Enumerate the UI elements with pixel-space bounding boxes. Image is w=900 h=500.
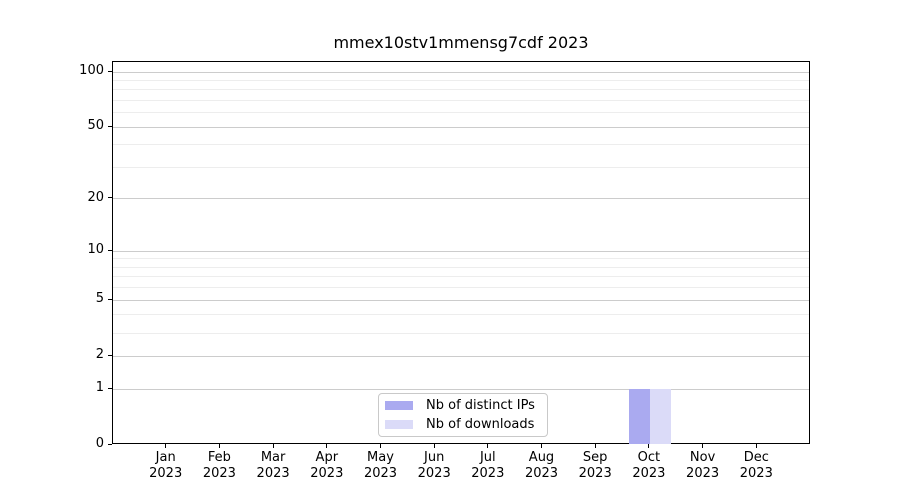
x-tick-label-line: May <box>367 450 394 465</box>
x-tick-label: Jan 2023 <box>134 450 198 482</box>
x-tick-mark <box>326 444 328 448</box>
y-tick-label: 50 <box>87 118 104 134</box>
x-tick-label-line: Jul <box>479 450 496 465</box>
x-tick-mark <box>433 444 435 448</box>
x-tick-label: Apr 2023 <box>295 450 359 482</box>
x-tick-mark <box>272 444 274 448</box>
x-tick-label-line: 2023 <box>686 466 720 481</box>
gridline-minor <box>113 112 809 114</box>
bar-oct-2023-s1 <box>649 389 671 444</box>
y-tick-mark <box>108 197 112 199</box>
x-tick-label-line: 2023 <box>363 466 398 481</box>
gridline-minor <box>113 314 809 316</box>
x-tick-label-line: Mar <box>260 450 286 465</box>
y-tick-mark <box>108 387 112 389</box>
x-tick-label-line: Jan <box>155 450 176 465</box>
x-tick-label: Feb 2023 <box>187 450 251 482</box>
gridline-major <box>113 71 809 73</box>
x-tick-mark <box>218 444 220 448</box>
gridline-minor <box>113 258 809 260</box>
gridline-minor <box>113 287 809 289</box>
gridline-major <box>113 198 809 200</box>
gridline-minor <box>113 167 809 168</box>
gridline-major <box>113 388 809 390</box>
y-tick-label: 0 <box>95 436 104 451</box>
x-tick-label-line: Dec <box>743 450 769 465</box>
gridline-minor <box>113 332 809 334</box>
x-tick-label-line: Apr <box>315 450 339 465</box>
x-tick-label-line: 2023 <box>524 466 559 481</box>
y-tick-mark <box>108 249 112 251</box>
y-tick-label: 10 <box>87 242 104 258</box>
x-tick-label-line: Jun <box>424 450 445 465</box>
x-tick-label: Sep 2023 <box>563 450 627 482</box>
x-tick-mark <box>541 444 542 448</box>
x-tick-mark <box>165 444 167 448</box>
legend-swatch-distinct-ips-icon <box>385 401 413 410</box>
x-tick-label-line: Oct <box>637 450 661 465</box>
y-tick-mark <box>108 70 112 72</box>
y-tick-label: 20 <box>87 189 104 205</box>
bar-oct-2023-s0 <box>628 389 650 444</box>
x-tick-label: Oct 2023 <box>617 450 681 482</box>
x-tick-label-line: 2023 <box>632 466 666 481</box>
y-tick-label: 1 <box>95 380 104 395</box>
x-tick-label-line: Nov <box>689 450 716 465</box>
x-tick-label: Nov 2023 <box>671 450 735 482</box>
x-tick-label-line: Sep <box>582 450 608 465</box>
x-tick-label: Aug 2023 <box>510 450 574 482</box>
legend-entry-distinct-ips: Nb of distinct IPs <box>385 398 539 413</box>
gridline-major <box>113 355 809 357</box>
gridline-minor <box>113 79 809 81</box>
y-tick-label: 2 <box>95 347 104 363</box>
gridline-minor <box>113 266 809 268</box>
y-tick-label: 100 <box>79 63 104 78</box>
x-tick-label-line: 2023 <box>739 466 773 481</box>
x-tick-label-line: Feb <box>207 450 231 465</box>
x-tick-label-line: 2023 <box>256 466 290 481</box>
gridline-major <box>113 299 809 301</box>
gridline-minor <box>113 89 809 91</box>
x-tick-mark <box>380 444 381 448</box>
plot-area: Nb of distinct IPs Nb of downloads <box>112 61 810 444</box>
x-tick-label: Dec 2023 <box>724 450 788 482</box>
x-tick-label-line: 2023 <box>202 466 236 481</box>
x-tick-label-line: 2023 <box>578 466 612 481</box>
x-tick-label-line: 2023 <box>310 466 344 481</box>
y-tick-mark <box>108 298 112 300</box>
x-tick-label-line: Aug <box>528 450 555 465</box>
x-tick-label-line: 2023 <box>417 466 451 481</box>
legend-entry-downloads: Nb of downloads <box>385 417 539 432</box>
gridline-minor <box>113 144 809 146</box>
y-tick-mark <box>108 125 112 127</box>
x-tick-label: Jun 2023 <box>402 450 466 482</box>
gridline-major <box>113 126 809 128</box>
x-tick-mark <box>487 444 489 448</box>
x-tick-mark <box>594 444 596 448</box>
chart-title: mmex10stv1mmensg7cdf 2023 <box>333 33 589 52</box>
gridline-minor <box>113 276 809 278</box>
y-tick-mark <box>108 443 112 445</box>
legend-label-distinct-ips: Nb of distinct IPs <box>426 398 535 413</box>
gridline-major <box>113 250 809 252</box>
x-tick-mark <box>702 444 704 448</box>
gridline-minor <box>113 100 809 101</box>
y-tick-mark <box>108 354 112 356</box>
legend: Nb of distinct IPs Nb of downloads <box>378 393 548 437</box>
x-tick-label: Jul 2023 <box>456 450 520 482</box>
y-tick-label: 5 <box>95 291 104 307</box>
legend-label-downloads: Nb of downloads <box>426 417 535 432</box>
legend-swatch-downloads-icon <box>385 420 413 429</box>
x-tick-label: May 2023 <box>349 450 413 482</box>
x-tick-mark <box>755 444 757 448</box>
x-tick-mark <box>648 444 650 448</box>
x-tick-label: Mar 2023 <box>241 450 305 482</box>
x-tick-label-line: 2023 <box>471 466 505 481</box>
x-tick-label-line: 2023 <box>149 466 183 481</box>
